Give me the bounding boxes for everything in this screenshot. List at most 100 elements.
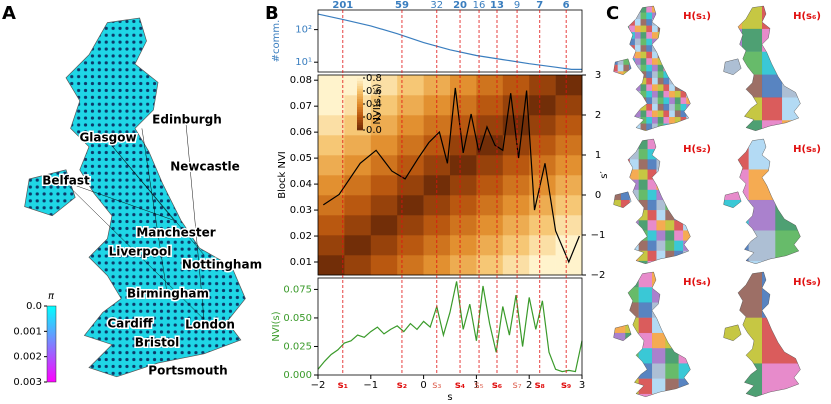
community-count: 20 xyxy=(453,0,467,11)
city-label: Birmingham xyxy=(127,287,209,301)
region xyxy=(665,332,679,349)
region xyxy=(665,348,679,364)
region xyxy=(629,159,639,170)
heatmap-cell xyxy=(397,215,424,236)
region xyxy=(629,77,636,85)
heatmap-cell xyxy=(450,215,477,236)
heatmap-cell xyxy=(397,195,424,216)
region xyxy=(640,90,647,98)
colorbar-tick-label: 0.003 xyxy=(13,377,42,388)
region xyxy=(683,189,691,201)
region xyxy=(652,110,658,118)
resolution-label: s₃ xyxy=(432,380,441,391)
heatmap-cell xyxy=(555,215,583,236)
region xyxy=(625,287,639,303)
y-tick-label: 0.02 xyxy=(290,231,312,242)
region xyxy=(629,103,636,111)
mini-map xyxy=(723,271,801,398)
region xyxy=(629,71,636,78)
heatmap-cell xyxy=(529,75,556,96)
region xyxy=(629,6,636,13)
region xyxy=(678,302,691,318)
region xyxy=(656,159,666,170)
region xyxy=(669,77,676,85)
region xyxy=(669,45,676,52)
region xyxy=(663,117,670,124)
region xyxy=(665,220,675,231)
heatmap-cell xyxy=(502,155,530,176)
region xyxy=(638,169,648,180)
heatmap-cell xyxy=(397,255,424,276)
region xyxy=(674,77,681,85)
region xyxy=(680,58,687,65)
region xyxy=(683,169,691,180)
region xyxy=(657,97,664,105)
heatmap-cell xyxy=(450,195,477,216)
region xyxy=(669,32,676,39)
region xyxy=(665,169,675,180)
region xyxy=(646,103,653,111)
region xyxy=(617,64,624,72)
city-label: Cardiff xyxy=(107,317,153,331)
region xyxy=(617,130,624,131)
region xyxy=(674,38,681,46)
inset-colorbar-step xyxy=(357,83,363,87)
region xyxy=(638,139,648,150)
mini-map xyxy=(613,138,691,265)
region xyxy=(782,120,801,131)
region xyxy=(669,84,676,92)
heatmap-cell xyxy=(397,155,424,176)
mini-map-title: H(s₄) xyxy=(683,277,711,288)
region xyxy=(686,123,691,131)
region xyxy=(665,363,679,379)
y-axis-label: #comm. xyxy=(271,20,282,63)
region xyxy=(663,6,670,13)
region xyxy=(686,58,691,65)
region xyxy=(623,84,630,92)
heatmap-cell xyxy=(450,75,477,96)
region xyxy=(634,58,641,65)
region xyxy=(613,149,622,160)
inset-colorbar-tick-label: 0.6 xyxy=(366,86,382,97)
region xyxy=(613,179,622,190)
region xyxy=(680,110,687,118)
region xyxy=(665,393,679,397)
region xyxy=(629,189,639,201)
x-tick-label: 3 xyxy=(579,380,585,391)
region xyxy=(723,317,763,364)
heatmap-cell xyxy=(344,175,372,196)
y2-tick-label: 1 xyxy=(595,150,601,161)
region xyxy=(646,38,653,46)
heatmap-cell xyxy=(476,75,504,96)
y-tick-label: 0.025 xyxy=(283,341,312,352)
region xyxy=(613,220,622,231)
region xyxy=(623,117,630,124)
partition xyxy=(723,6,801,131)
region xyxy=(652,64,658,72)
region xyxy=(652,302,666,318)
region xyxy=(674,159,684,170)
region xyxy=(683,250,691,262)
heatmap-cell xyxy=(318,235,345,256)
region xyxy=(723,28,743,52)
region xyxy=(646,130,653,131)
heatmap-cell xyxy=(450,155,477,176)
y-tick-label: 10¹ xyxy=(295,57,312,68)
region xyxy=(646,64,653,72)
region xyxy=(629,97,636,105)
region xyxy=(680,90,687,98)
y-tick-label: 0.07 xyxy=(290,101,312,112)
region xyxy=(674,51,681,59)
heatmap-cell xyxy=(555,195,583,216)
region xyxy=(652,123,658,131)
region xyxy=(640,84,647,92)
city-label: London xyxy=(185,318,235,332)
region xyxy=(634,64,641,72)
region xyxy=(782,51,801,75)
region xyxy=(613,199,622,211)
inset-colorbar-step xyxy=(357,104,363,107)
region xyxy=(683,260,691,264)
heatmap-cell xyxy=(555,95,583,116)
region xyxy=(620,139,630,150)
heatmap-cell xyxy=(344,195,372,216)
